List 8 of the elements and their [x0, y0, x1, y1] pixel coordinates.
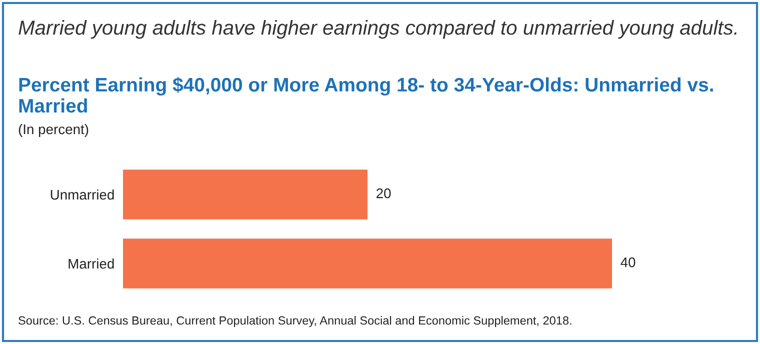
- chart-subtitle: Percent Earning $40,000 or More Among 18- to 34-Year-Olds: Unmarried vs. Married: [19, 77, 713, 113]
- chart-title: Married young adults have higher earnings compared to unmarried young adults.: [18, 20, 736, 39]
- y-tick-label: Unmarried: [50, 189, 114, 200]
- text: (In percent): [18, 124, 88, 137]
- source-note: Source: U.S. Census Bureau, Current Population Survey, Annual Social and Economic Supplement, 2018.: [18, 316, 572, 328]
- y-tick-label: Married: [68, 258, 114, 269]
- data-label: 20: [376, 188, 391, 198]
- data-label: 40: [620, 257, 636, 268]
